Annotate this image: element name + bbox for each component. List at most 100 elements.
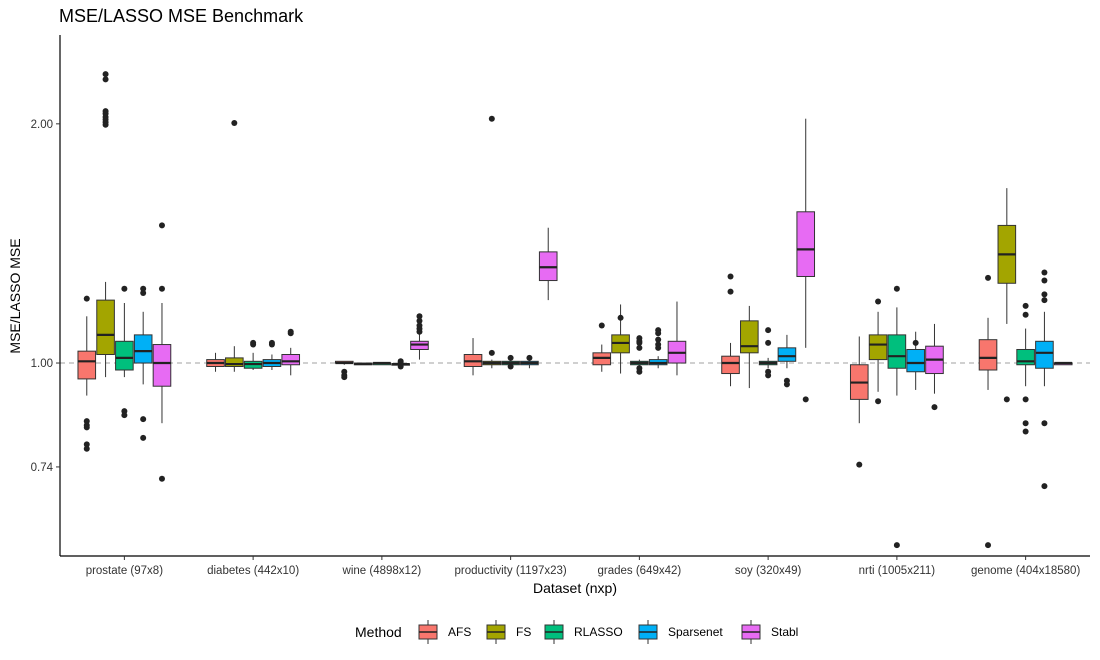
outlier-point [765, 327, 772, 334]
box-group [1016, 302, 1035, 435]
box [868, 334, 888, 361]
box [77, 350, 97, 380]
outlier-point [893, 285, 900, 292]
outlier-point [875, 398, 882, 405]
box-group [1053, 361, 1073, 366]
outlier-point [765, 372, 772, 379]
plot-area: 0.74 1.00 2.00 prostate (97x8) diabetes (442… [31, 35, 1090, 577]
box-group [520, 354, 539, 369]
box-group [538, 227, 558, 301]
y-tick-label: 0.74 [31, 462, 54, 474]
outlier-point [1022, 396, 1029, 403]
box [96, 299, 115, 356]
outlier-point [856, 461, 863, 468]
outlier-point [83, 418, 90, 425]
box-group [482, 115, 502, 369]
outlier-point [140, 434, 147, 441]
box-group [133, 285, 153, 441]
outlier-point [636, 368, 643, 375]
legend: Method AFS FS RLASSO Sparsenet Stabl [355, 620, 798, 644]
outlier-point [1041, 291, 1048, 298]
box-group [463, 338, 483, 376]
x-tick-label: nrti (1005x211) [859, 565, 936, 577]
outlier-point [507, 363, 514, 370]
outlier-point [287, 328, 294, 335]
box-group [849, 336, 869, 468]
outlier-point [83, 445, 90, 452]
outlier-point [1022, 420, 1029, 427]
outlier-point [102, 71, 109, 78]
box [152, 344, 172, 387]
box [721, 355, 740, 375]
outlier-point [121, 412, 128, 419]
box-group [243, 339, 263, 370]
outlier-point [158, 285, 165, 292]
box-group [648, 327, 668, 369]
x-tick-label: genome (404x18580) [971, 565, 1080, 577]
box-group [868, 298, 888, 405]
legend-label: Sparsenet [668, 625, 723, 639]
outlier-point [83, 424, 90, 431]
legend-label: RLASSO [574, 625, 623, 639]
legend-item: Sparsenet [638, 620, 723, 644]
legend-label: Stabl [771, 625, 798, 639]
outlier-point [416, 322, 423, 329]
box-group [115, 285, 134, 419]
box-group [96, 71, 115, 378]
box [796, 211, 816, 277]
outlier-point [102, 76, 109, 83]
box-group [372, 361, 392, 366]
outlier-point [416, 317, 423, 324]
outlier-point [875, 298, 882, 305]
outlier-point [1041, 297, 1048, 304]
box [225, 357, 244, 367]
outlier-point [931, 404, 938, 411]
outlier-point [83, 295, 90, 302]
outlier-point [397, 358, 404, 365]
box-group [925, 323, 944, 411]
box [887, 334, 907, 369]
box-group [501, 354, 520, 370]
box [1035, 340, 1054, 369]
outlier-point [783, 377, 790, 384]
outlier-point [268, 339, 275, 346]
outlier-point [636, 335, 643, 342]
box-group [391, 358, 410, 370]
outlier-point [1041, 483, 1048, 490]
box-group [906, 331, 925, 390]
outlier-point [893, 542, 900, 549]
outlier-point [250, 339, 257, 346]
outlier-point [1022, 311, 1029, 318]
box-group [796, 118, 816, 403]
outlier-point [526, 354, 533, 361]
box-group [978, 274, 998, 549]
box-group [592, 322, 612, 372]
box-group [410, 313, 429, 360]
outlier-point [802, 396, 809, 403]
outlier-point [83, 441, 90, 448]
box [978, 339, 998, 371]
legend-title: Method [355, 624, 402, 640]
box-group [77, 295, 97, 452]
outlier-point [765, 339, 772, 346]
outlier-point [655, 327, 662, 334]
box-group [611, 304, 630, 374]
x-tick-label: grades (649x42) [598, 565, 682, 577]
x-tick-label: productivity (1197x23) [454, 565, 566, 577]
outlier-point [985, 274, 992, 281]
outlier-point [121, 285, 128, 292]
box-group [353, 362, 373, 366]
box-group [630, 335, 649, 375]
outlier-point [617, 314, 624, 321]
outlier-point [1022, 302, 1029, 309]
box-group [206, 352, 225, 372]
legend-item: FS [486, 620, 531, 644]
box-group [334, 360, 354, 381]
outlier-point [140, 416, 147, 423]
outlier-point [140, 285, 147, 292]
outlier-point [655, 336, 662, 343]
outlier-point [488, 115, 495, 122]
outlier-point [102, 108, 109, 115]
box-group [721, 273, 740, 387]
outlier-point [1003, 396, 1010, 403]
